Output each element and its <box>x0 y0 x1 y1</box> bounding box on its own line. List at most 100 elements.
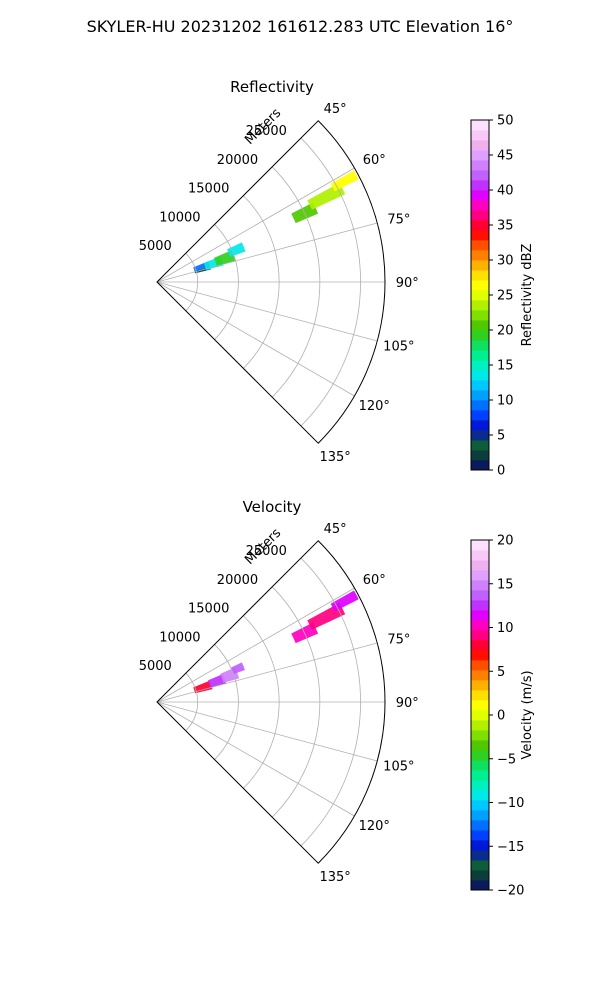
colorbar-swatch <box>471 210 489 221</box>
azimuth-tick-label: 90° <box>396 276 419 291</box>
azimuth-tick-label: 120° <box>359 399 390 414</box>
colorbar-swatch <box>471 640 489 651</box>
colorbar-tick-label: 50 <box>497 114 514 129</box>
colorbar-tick-label: −15 <box>497 840 524 855</box>
range-tick-label: 10000 <box>159 630 200 645</box>
colorbar-tick-label: 35 <box>497 219 514 234</box>
colorbar-tick-label: 15 <box>497 359 514 374</box>
colorbar-swatch <box>471 830 489 841</box>
colorbar-swatch <box>471 130 489 141</box>
azimuth-tick-label: 135° <box>319 870 350 885</box>
azimuth-gridline <box>156 587 355 703</box>
colorbar-swatch <box>471 170 489 181</box>
polar-frame <box>156 120 386 444</box>
colorbar-swatch <box>471 620 489 631</box>
colorbar-swatch <box>471 140 489 151</box>
panel-title: Velocity <box>243 498 302 516</box>
colorbar-tick-label: 25 <box>497 289 514 304</box>
figure-suptitle: SKYLER-HU 20231202 161612.283 UTC Elevat… <box>87 17 514 36</box>
echo-gate-7 <box>330 590 359 612</box>
colorbar-swatch <box>471 670 489 681</box>
colorbar-swatch <box>471 350 489 361</box>
colorbar-swatch <box>471 430 489 441</box>
polar-panel-2: Velocity 5000 10000 15000 20000 25000 45° 60° 75… <box>139 498 535 899</box>
colorbar-swatch <box>471 310 489 321</box>
colorbar-tick-label: 5 <box>497 665 505 680</box>
colorbar-swatch <box>471 290 489 301</box>
colorbar-swatch <box>471 180 489 191</box>
colorbar-swatch <box>471 600 489 611</box>
azimuth-tick-label: 105° <box>383 760 414 775</box>
azimuth-gridline <box>156 701 355 817</box>
echo-gate-8 <box>330 170 359 192</box>
azimuth-gridline <box>156 642 378 703</box>
colorbar-swatch <box>471 850 489 861</box>
colorbar-swatch <box>471 360 489 371</box>
colorbar-swatch <box>471 230 489 241</box>
colorbar-swatch <box>471 710 489 721</box>
colorbar-tick-label: 10 <box>497 621 514 636</box>
colorbar-swatch <box>471 590 489 601</box>
colorbar-swatch <box>471 400 489 411</box>
colorbar-swatch <box>471 370 489 381</box>
colorbar-swatch <box>471 380 489 391</box>
colorbar-tick-label: 15 <box>497 577 514 592</box>
colorbar-swatch <box>471 690 489 701</box>
colorbar-swatch <box>471 450 489 461</box>
colorbar-tick-label: −5 <box>497 752 516 767</box>
colorbar-tick-label: 45 <box>497 149 514 164</box>
colorbar-swatch <box>471 280 489 291</box>
colorbar-swatch <box>471 660 489 671</box>
colorbar-swatch <box>471 250 489 261</box>
echo-gate-4 <box>230 662 245 675</box>
colorbar-swatch <box>471 240 489 251</box>
range-tick-label: 25000 <box>246 544 287 559</box>
colorbar-swatch <box>471 730 489 741</box>
colorbar-swatch <box>471 260 489 271</box>
colorbar-swatch <box>471 320 489 331</box>
colorbar-swatch <box>471 410 489 421</box>
range-tick-label: 15000 <box>188 182 229 197</box>
colorbar-tick-label: 10 <box>497 394 514 409</box>
azimuth-tick-label: 60° <box>363 573 386 588</box>
colorbar-swatch <box>471 150 489 161</box>
range-tick-label: 25000 <box>246 124 287 139</box>
colorbar-swatch <box>471 420 489 431</box>
colorbar-swatch <box>471 440 489 451</box>
colorbar-swatch <box>471 540 489 551</box>
colorbar-swatch <box>471 780 489 791</box>
azimuth-gridline <box>156 167 355 283</box>
colorbar-swatch <box>471 300 489 311</box>
colorbar-tick-label: −10 <box>497 796 524 811</box>
colorbar-tick-label: 20 <box>497 324 514 339</box>
colorbar-swatch <box>471 810 489 821</box>
echo-gate-4 <box>227 242 246 257</box>
azimuth-tick-label: 135° <box>319 450 350 465</box>
colorbar-swatch <box>471 750 489 761</box>
azimuth-gridline <box>156 281 355 397</box>
colorbar-tick-label: 5 <box>497 429 505 444</box>
colorbar-swatch <box>471 880 489 891</box>
azimuth-tick-label: 45° <box>324 102 347 117</box>
colorbar-swatch <box>471 820 489 831</box>
colorbar-swatch <box>471 840 489 851</box>
colorbar-swatch <box>471 720 489 731</box>
azimuth-tick-label: 75° <box>387 632 410 647</box>
range-tick-label: 5000 <box>139 659 172 674</box>
range-tick-label: 20000 <box>217 573 258 588</box>
azimuth-tick-label: 105° <box>383 340 414 355</box>
colorbar-swatch <box>471 860 489 871</box>
colorbar-label: Reflectivity dBZ <box>520 244 535 347</box>
colorbar-swatch <box>471 190 489 201</box>
colorbar-swatch <box>471 330 489 341</box>
colorbar-swatch <box>471 650 489 661</box>
colorbar-label: Velocity (m/s) <box>520 670 535 759</box>
colorbar-swatch <box>471 740 489 751</box>
range-tick-label: 20000 <box>217 153 258 168</box>
polar-frame <box>156 540 386 864</box>
colorbar-swatch <box>471 630 489 641</box>
colorbar-swatch <box>471 790 489 801</box>
colorbar-tick-label: 30 <box>497 254 514 269</box>
colorbar-swatch <box>471 560 489 571</box>
colorbar-swatch <box>471 200 489 211</box>
